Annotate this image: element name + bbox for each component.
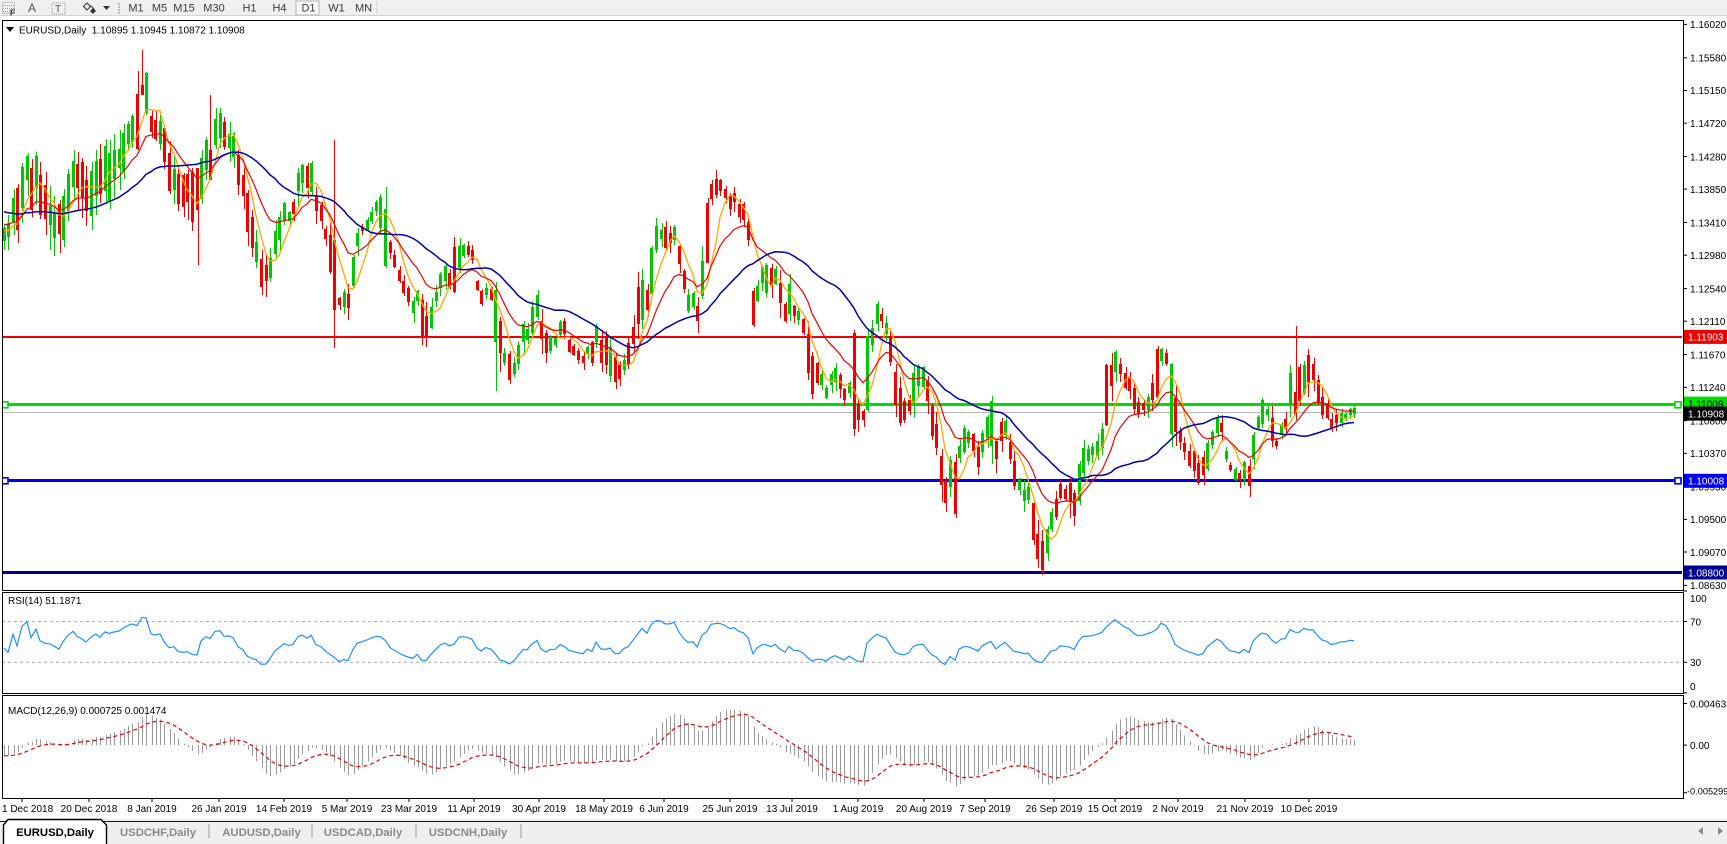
svg-text:25 Jun 2019: 25 Jun 2019 (702, 804, 757, 815)
svg-text:1.11009: 1.11009 (1688, 399, 1724, 410)
svg-text:USDCAD,Daily: USDCAD,Daily (324, 827, 403, 839)
svg-text:1.09500: 1.09500 (1690, 515, 1727, 526)
svg-text:T: T (55, 4, 61, 15)
svg-text:1.16020: 1.16020 (1690, 20, 1727, 31)
svg-text:10 Dec 2019: 10 Dec 2019 (1281, 804, 1338, 815)
svg-text:EURUSD,Daily: EURUSD,Daily (16, 827, 95, 839)
svg-text:26 Sep 2019: 26 Sep 2019 (1026, 804, 1083, 815)
svg-text:8 Jan 2019: 8 Jan 2019 (127, 804, 177, 815)
svg-text:0: 0 (1690, 682, 1696, 693)
svg-text:1.12110: 1.12110 (1690, 317, 1726, 328)
svg-text:1.14720: 1.14720 (1690, 119, 1727, 130)
svg-text:20 Dec 2018: 20 Dec 2018 (61, 804, 118, 815)
svg-text:1.15150: 1.15150 (1690, 86, 1727, 97)
svg-text:1.10800: 1.10800 (1690, 417, 1727, 428)
svg-text:1.08800: 1.08800 (1688, 568, 1725, 579)
svg-text:2 Nov 2019: 2 Nov 2019 (1152, 804, 1204, 815)
svg-text:1.12540: 1.12540 (1690, 284, 1727, 295)
svg-text:70: 70 (1690, 617, 1702, 628)
svg-text:A: A (28, 1, 36, 15)
svg-text:23 Mar 2019: 23 Mar 2019 (381, 804, 438, 815)
svg-text:AUDUSD,Daily: AUDUSD,Daily (222, 827, 301, 839)
svg-text:1.09070: 1.09070 (1690, 548, 1727, 559)
svg-text:M1: M1 (128, 3, 143, 15)
svg-text:USDCHF,Daily: USDCHF,Daily (120, 827, 197, 839)
svg-text:1.15580: 1.15580 (1690, 54, 1727, 65)
svg-text:30: 30 (1690, 658, 1702, 669)
svg-text:H1: H1 (242, 3, 256, 15)
svg-text:1 Dec 2018: 1 Dec 2018 (2, 804, 54, 815)
svg-text:20 Aug 2019: 20 Aug 2019 (896, 804, 953, 815)
svg-text:MACD(12,26,9) 0.000725 0.00147: MACD(12,26,9) 0.000725 0.001474 (8, 706, 167, 717)
svg-text:26 Jan 2019: 26 Jan 2019 (191, 804, 246, 815)
svg-text:11 Apr 2019: 11 Apr 2019 (447, 804, 501, 815)
svg-text:21 Nov 2019: 21 Nov 2019 (1217, 804, 1274, 815)
svg-text:14 Feb 2019: 14 Feb 2019 (256, 804, 313, 815)
svg-text:1.13410: 1.13410 (1690, 218, 1727, 229)
svg-text:M15: M15 (173, 3, 194, 15)
svg-text:1.11240: 1.11240 (1690, 383, 1726, 394)
svg-text:1.11670: 1.11670 (1690, 350, 1726, 361)
svg-text:W1: W1 (328, 3, 345, 15)
svg-text:1.12980: 1.12980 (1690, 251, 1727, 262)
svg-text:1.10008: 1.10008 (1688, 477, 1725, 488)
svg-text:13 Jul 2019: 13 Jul 2019 (766, 804, 818, 815)
svg-text:USDCNH,Daily: USDCNH,Daily (429, 827, 508, 839)
svg-text:1.10908: 1.10908 (1688, 409, 1725, 420)
svg-text:EURUSD,Daily 1.10895 1.10945: EURUSD,Daily 1.10895 1.10945 1.10872 1.1… (19, 26, 245, 37)
svg-text:1.11903: 1.11903 (1688, 333, 1724, 344)
svg-text:0.00463: 0.00463 (1690, 699, 1727, 710)
svg-text:0.00: 0.00 (1690, 741, 1710, 752)
svg-text:F: F (10, 9, 15, 18)
svg-text:6 Jun 2019: 6 Jun 2019 (639, 804, 689, 815)
svg-text:1.08630: 1.08630 (1690, 581, 1727, 592)
svg-text:1.10370: 1.10370 (1690, 449, 1727, 460)
svg-text:7 Sep 2019: 7 Sep 2019 (959, 804, 1011, 815)
svg-text:1.14280: 1.14280 (1690, 152, 1727, 163)
svg-text:15 Oct 2019: 15 Oct 2019 (1088, 804, 1143, 815)
svg-text:MN: MN (355, 3, 372, 15)
svg-text:H4: H4 (272, 3, 286, 15)
svg-text:D1: D1 (301, 3, 315, 15)
svg-text:RSI(14) 51.1871: RSI(14) 51.1871 (8, 596, 82, 607)
svg-text:1.09930: 1.09930 (1690, 483, 1727, 494)
svg-text:M5: M5 (152, 3, 167, 15)
svg-text:1.13850: 1.13850 (1690, 185, 1727, 196)
svg-text:18 May 2019: 18 May 2019 (575, 804, 633, 815)
svg-text:M30: M30 (203, 3, 224, 15)
svg-text:-0.005299: -0.005299 (1687, 786, 1727, 796)
svg-text:5 Mar 2019: 5 Mar 2019 (322, 804, 373, 815)
svg-text:1 Aug 2019: 1 Aug 2019 (833, 804, 884, 815)
svg-text:30 Apr 2019: 30 Apr 2019 (512, 804, 566, 815)
svg-text:100: 100 (1690, 594, 1707, 605)
